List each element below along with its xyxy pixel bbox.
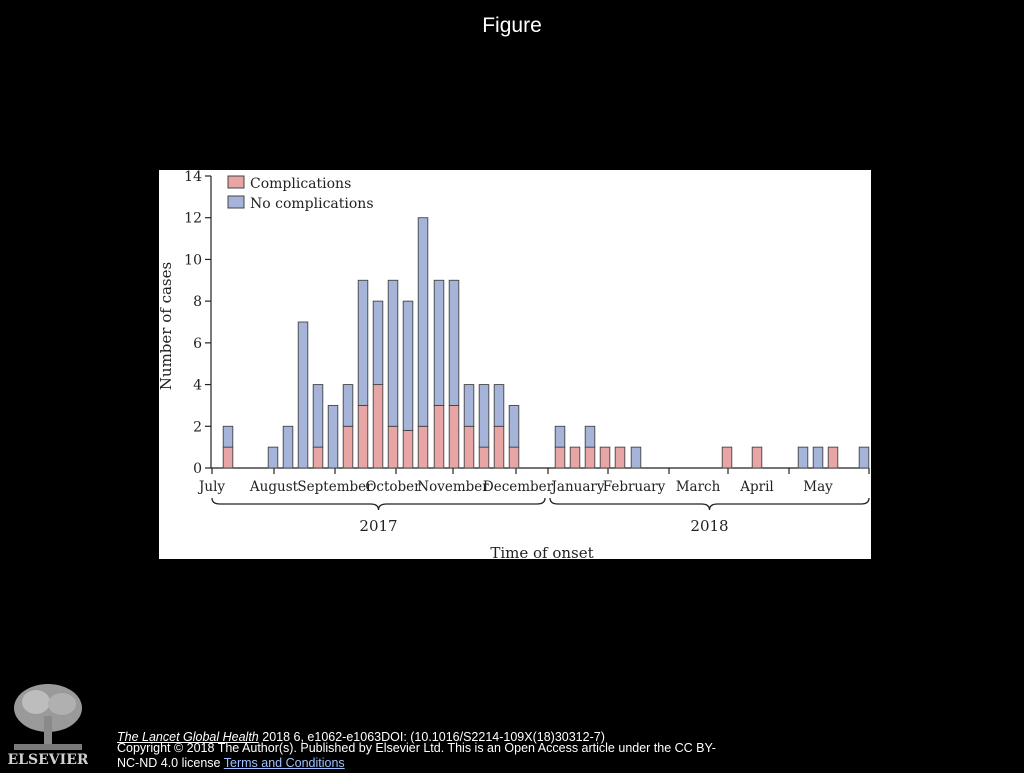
page-title: Figure xyxy=(482,14,542,37)
bar-no-complications xyxy=(554,425,566,448)
bar-no-complications xyxy=(463,384,475,427)
bar-no-complications xyxy=(327,404,339,469)
x-month-label: October xyxy=(365,479,421,495)
citation-line: The Lancet Global Health 2018 6, e1062-e… xyxy=(117,730,717,744)
y-tick-label: 10 xyxy=(184,252,202,268)
bar-complications xyxy=(827,446,839,469)
bar-complications xyxy=(614,446,626,469)
year-brace xyxy=(211,497,546,511)
bar-no-complications xyxy=(387,279,399,427)
bar-complications xyxy=(402,430,414,469)
bar-no-complications xyxy=(222,425,234,448)
bar-no-complications xyxy=(448,279,460,406)
x-month-label: November xyxy=(417,479,489,495)
x-month-label: April xyxy=(739,479,773,495)
y-tick-label: 6 xyxy=(193,336,202,352)
bars-group xyxy=(222,217,870,469)
year-label: 2018 xyxy=(690,517,728,535)
bar-complications xyxy=(584,446,596,469)
x-month-label: December xyxy=(483,479,554,495)
bar-no-complications xyxy=(797,446,809,469)
y-axis-title: Number of cases xyxy=(159,262,175,390)
x-month-label: September xyxy=(297,479,373,495)
bar-complications xyxy=(463,425,475,469)
bar-no-complications xyxy=(478,384,490,448)
bar-no-complications xyxy=(858,446,870,469)
bar-complications xyxy=(751,446,763,469)
bar-no-complications xyxy=(812,446,824,469)
y-tick-label: 14 xyxy=(184,170,202,185)
bar-complications xyxy=(478,446,490,469)
y-tick-label: 12 xyxy=(184,211,202,227)
x-month-label: February xyxy=(603,479,666,495)
legend: Complications No complications xyxy=(227,175,374,212)
bar-no-complications xyxy=(433,279,445,406)
bar-no-complications xyxy=(312,384,324,448)
bar-complications xyxy=(417,425,429,469)
bar-no-complications xyxy=(493,384,505,427)
x-month-label: January xyxy=(550,479,605,495)
bar-no-complications xyxy=(342,384,354,427)
legend-swatch xyxy=(227,195,245,209)
x-month-label: July xyxy=(197,479,225,495)
bar-complications xyxy=(569,446,581,469)
copyright-text: Copyright © 2018 The Author(s). Publishe… xyxy=(117,741,716,770)
y-tick-label: 8 xyxy=(193,294,202,310)
x-axis-title: Time of onset xyxy=(490,544,593,559)
bar-complications xyxy=(342,425,354,469)
bar-complications xyxy=(222,446,234,469)
bar-no-complications xyxy=(630,446,642,469)
bar-no-complications xyxy=(282,425,294,469)
citation-details: 2018 6, e1062-e1063DOI: (10.1016/S2214-1… xyxy=(258,730,605,744)
legend-label: No complications xyxy=(250,196,374,212)
bar-complications xyxy=(387,425,399,469)
bar-complications xyxy=(554,446,566,469)
logo-wordmark: ELSEVIER xyxy=(8,752,88,768)
x-month-label: March xyxy=(676,479,721,495)
y-tick-label: 0 xyxy=(193,461,202,477)
bar-no-complications xyxy=(417,217,429,427)
bar-complications xyxy=(508,446,520,469)
terms-and-conditions-link[interactable]: Terms and Conditions xyxy=(223,756,345,770)
bar-no-complications xyxy=(508,404,520,448)
year-brace xyxy=(549,497,870,511)
bar-complications xyxy=(433,404,445,469)
journal-name: The Lancet Global Health xyxy=(117,730,259,744)
bar-complications xyxy=(372,384,384,469)
year-label: 2017 xyxy=(359,517,397,535)
y-tick-label: 4 xyxy=(193,378,202,394)
bar-no-complications xyxy=(402,300,414,431)
axis-labels-group: July August SeptemberOctoberNovemberDecemb… xyxy=(159,262,870,559)
stacked-bar-chart: 0 2 4 6 8 10 12 14 Complications No complication… xyxy=(159,170,870,559)
bar-complications xyxy=(312,446,324,469)
bar-complications xyxy=(721,446,733,469)
legend-label: Complications xyxy=(250,176,351,192)
bar-no-complications xyxy=(297,321,309,469)
bar-no-complications xyxy=(267,446,279,469)
x-month-label: May xyxy=(803,479,833,495)
bar-no-complications xyxy=(372,300,384,386)
y-tick-label: 2 xyxy=(193,419,202,435)
bar-no-complications xyxy=(357,279,369,406)
elsevier-logo: ELSEVIER xyxy=(7,680,89,768)
legend-swatch xyxy=(227,175,245,189)
bar-complications xyxy=(493,425,505,469)
bar-no-complications xyxy=(584,425,596,448)
figure-panel: 0 2 4 6 8 10 12 14 Complications No complication… xyxy=(159,170,871,559)
bar-complications xyxy=(599,446,611,469)
bar-complications xyxy=(357,404,369,469)
bar-complications xyxy=(448,404,460,469)
copyright-notice: Copyright © 2018 The Author(s). Publishe… xyxy=(117,741,717,771)
x-month-label: August xyxy=(249,479,299,495)
